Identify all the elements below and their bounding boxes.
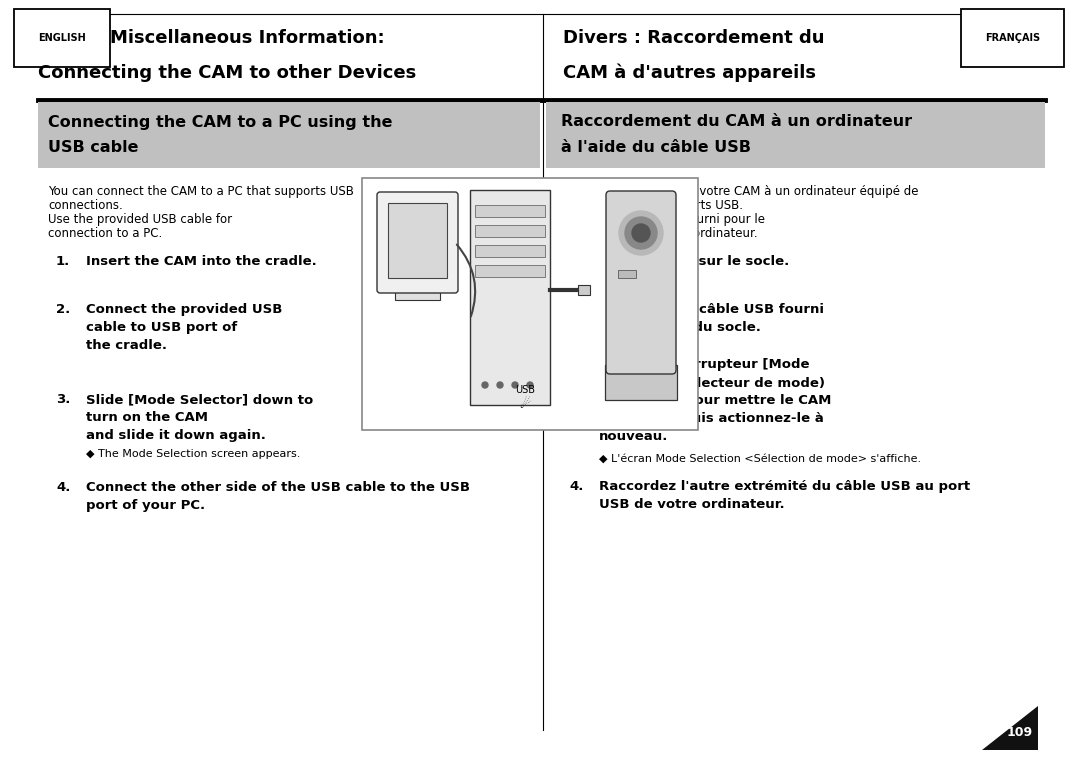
Bar <box>362 178 698 430</box>
Text: Raccordez l'autre extrémité du câble USB au port: Raccordez l'autre extrémité du câble USB… <box>599 480 970 493</box>
Text: turn on the CAM: turn on the CAM <box>86 411 208 424</box>
Circle shape <box>625 217 657 249</box>
Text: ☄: ☄ <box>519 398 530 411</box>
Text: à l'aide du câble USB: à l'aide du câble USB <box>562 141 752 156</box>
Bar <box>475 265 545 277</box>
Text: ◆ L'écran Mode Selection <Sélection de mode> s'affiche.: ◆ L'écran Mode Selection <Sélection de m… <box>599 454 921 464</box>
Circle shape <box>482 382 488 388</box>
Text: Raccordement du CAM à un ordinateur: Raccordement du CAM à un ordinateur <box>562 115 913 130</box>
Text: raccordement à votre ordinateur.: raccordement à votre ordinateur. <box>562 227 758 240</box>
Circle shape <box>527 382 534 388</box>
Text: 2.: 2. <box>569 303 583 316</box>
Bar <box>395 290 440 300</box>
Text: You can connect the CAM to a PC that supports USB: You can connect the CAM to a PC that sup… <box>48 185 354 198</box>
Text: Slide [Mode Selector] down to: Slide [Mode Selector] down to <box>86 393 313 406</box>
Text: Glissez l'interrupteur [Mode: Glissez l'interrupteur [Mode <box>599 358 810 371</box>
Bar <box>388 203 447 278</box>
Text: USB: USB <box>515 385 535 395</box>
Text: Raccordez le câble USB fourni: Raccordez le câble USB fourni <box>599 303 824 316</box>
Text: Selector] (Sélecteur de mode): Selector] (Sélecteur de mode) <box>599 376 825 389</box>
Text: Insert the CAM into the cradle.: Insert the CAM into the cradle. <box>86 255 316 268</box>
Text: USB de votre ordinateur.: USB de votre ordinateur. <box>599 498 785 511</box>
FancyBboxPatch shape <box>377 192 458 293</box>
Text: 109: 109 <box>1007 727 1034 740</box>
Text: en marche puis actionnez-le à: en marche puis actionnez-le à <box>599 412 824 425</box>
Text: cable to USB port of: cable to USB port of <box>86 321 238 334</box>
Text: Connecting the CAM to a PC using the: Connecting the CAM to a PC using the <box>48 115 392 130</box>
Text: the cradle.: the cradle. <box>86 339 167 352</box>
Polygon shape <box>982 706 1038 750</box>
Text: Connecting the CAM to other Devices: Connecting the CAM to other Devices <box>38 64 416 82</box>
Text: Use the provided USB cable for: Use the provided USB cable for <box>48 213 232 226</box>
Text: CAM à d'autres appareils: CAM à d'autres appareils <box>564 64 816 83</box>
Text: Miscellaneous Information:: Miscellaneous Information: <box>110 29 384 47</box>
Text: nouveau.: nouveau. <box>599 430 669 443</box>
Text: connections.: connections. <box>48 199 123 212</box>
Text: ◆ The Mode Selection screen appears.: ◆ The Mode Selection screen appears. <box>86 449 300 459</box>
Text: Connect the other side of the USB cable to the USB: Connect the other side of the USB cable … <box>86 481 470 494</box>
Bar <box>475 205 545 217</box>
Text: 2.: 2. <box>56 303 70 316</box>
Text: Vous pouvez raccorder votre CAM à un ordinateur équipé de: Vous pouvez raccorder votre CAM à un ord… <box>562 185 919 198</box>
Bar <box>475 225 545 237</box>
Bar <box>546 102 1045 168</box>
Circle shape <box>512 382 518 388</box>
Bar <box>578 285 590 295</box>
Text: 1.: 1. <box>56 255 70 268</box>
FancyBboxPatch shape <box>606 191 676 374</box>
Text: ENGLISH: ENGLISH <box>38 33 85 43</box>
Text: connection to a PC.: connection to a PC. <box>48 227 162 240</box>
Text: 3.: 3. <box>569 358 583 371</box>
Text: vers le bas pour mettre le CAM: vers le bas pour mettre le CAM <box>599 394 832 407</box>
Bar <box>475 245 545 257</box>
Text: USB cable: USB cable <box>48 141 138 156</box>
Text: 4.: 4. <box>56 481 70 494</box>
Text: Connect the provided USB: Connect the provided USB <box>86 303 282 316</box>
Text: Fixez le CAM sur le socle.: Fixez le CAM sur le socle. <box>599 255 789 268</box>
Text: 4.: 4. <box>569 480 583 493</box>
Text: 3.: 3. <box>56 393 70 406</box>
Text: and slide it down again.: and slide it down again. <box>86 429 266 442</box>
Bar <box>470 190 550 405</box>
Text: port of your PC.: port of your PC. <box>86 499 205 512</box>
Bar <box>618 270 636 278</box>
Text: Utilisez le câble USB fourni pour le: Utilisez le câble USB fourni pour le <box>562 213 766 226</box>
Text: ports USB.: ports USB. <box>681 199 743 212</box>
Text: FRANÇAIS: FRANÇAIS <box>985 33 1040 43</box>
Text: Divers : Raccordement du: Divers : Raccordement du <box>564 29 825 47</box>
Text: 1.: 1. <box>569 255 583 268</box>
Circle shape <box>497 382 503 388</box>
Circle shape <box>619 211 663 255</box>
Bar <box>605 365 677 400</box>
Bar <box>38 102 540 168</box>
Text: au port USB du socle.: au port USB du socle. <box>599 321 761 334</box>
Circle shape <box>632 224 650 242</box>
